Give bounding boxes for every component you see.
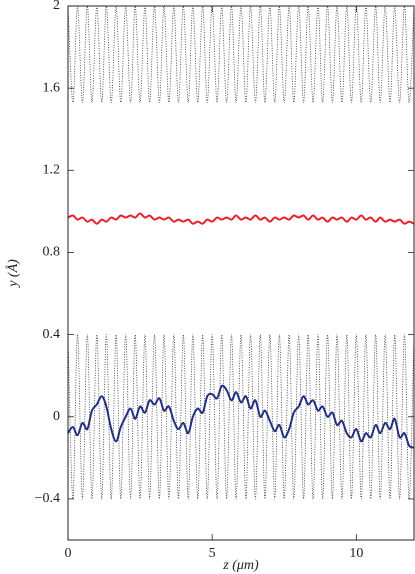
series-line <box>68 6 414 103</box>
y-tick-label: 1.6 <box>43 80 61 95</box>
y-tick-label: −0.4 <box>35 491 60 506</box>
series-line <box>68 212 414 225</box>
x-tick-label: 10 <box>349 546 363 561</box>
x-tick-label: 0 <box>65 546 72 561</box>
x-axis-label: z (μm) <box>222 558 259 573</box>
y-tick-label: 0.4 <box>43 327 61 342</box>
y-tick-label: 0 <box>53 409 60 424</box>
y-tick-label: 2 <box>53 0 60 13</box>
y-axis-label: y (Å) <box>5 259 21 289</box>
y-tick-label: 1.2 <box>43 163 61 178</box>
plot-frame <box>67 5 415 541</box>
y-tick-label: 0.8 <box>43 245 61 260</box>
series-line <box>68 334 414 500</box>
series-line <box>68 384 414 449</box>
x-tick-label: 5 <box>209 546 216 561</box>
